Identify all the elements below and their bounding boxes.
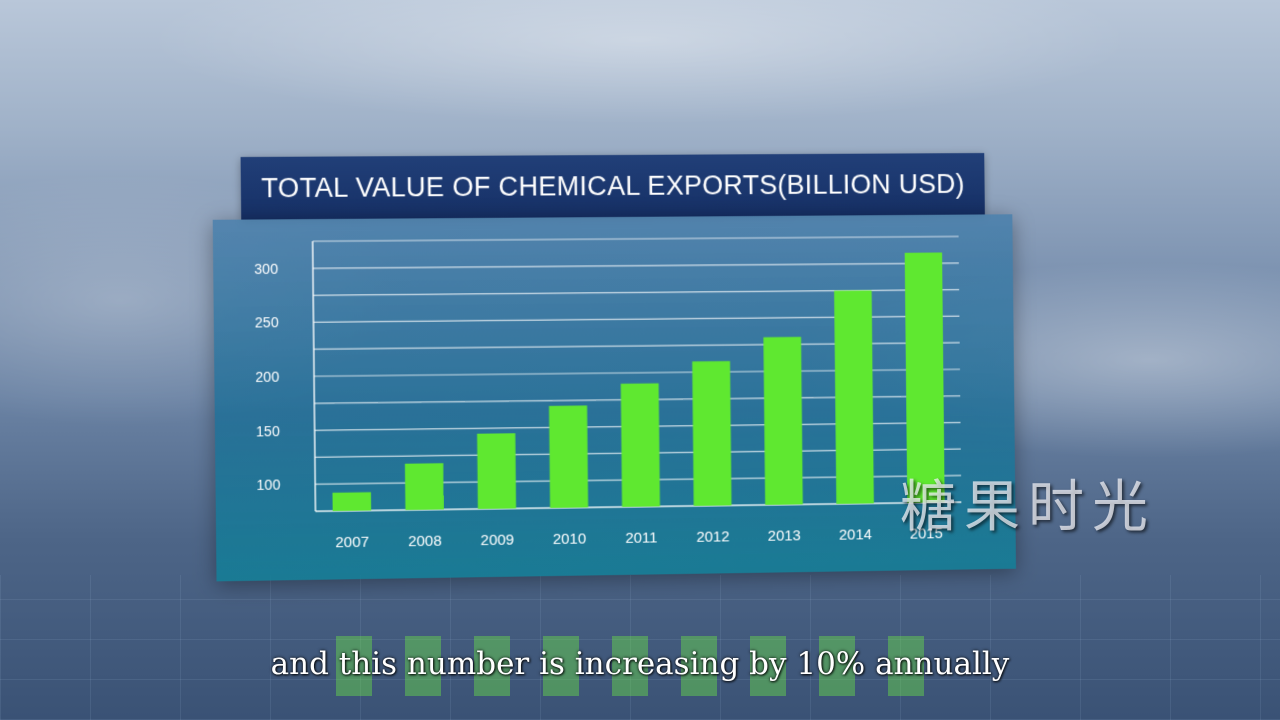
x-tick-label-2009: 2009 xyxy=(480,532,514,549)
gridline xyxy=(313,263,959,268)
x-tick-label-2010: 2010 xyxy=(553,531,587,548)
channel-watermark: 糖果时光 xyxy=(900,462,1156,543)
y-tick-label: 150 xyxy=(256,423,280,439)
x-tick-label-2014: 2014 xyxy=(839,526,872,543)
x-tick-label-2008: 2008 xyxy=(408,533,442,551)
bar-2010 xyxy=(549,406,588,508)
bar-2008 xyxy=(405,463,444,510)
chart-title: TOTAL VALUE OF CHEMICAL EXPORTS(BILLION … xyxy=(241,153,985,220)
bar-2012 xyxy=(692,361,731,506)
chart-reflection xyxy=(320,590,940,700)
y-tick-label: 100 xyxy=(257,477,281,493)
bar-2011 xyxy=(621,383,660,507)
subtitle-caption: and this number is increasing by 10% ann… xyxy=(0,646,1280,682)
y-tick-label: 250 xyxy=(255,315,279,331)
y-tick-label: 300 xyxy=(254,261,278,277)
chart-body: 100 150 200 250 300 2007 2008 2009 2010 2011 2012 2… xyxy=(213,214,1016,581)
gridline xyxy=(313,236,959,241)
x-tick-label-2011: 2011 xyxy=(625,529,657,546)
bar-2009 xyxy=(477,433,516,509)
bar-2007 xyxy=(332,492,371,511)
bar-2013 xyxy=(763,337,802,505)
bar-chart: 100 150 200 250 300 2007 2008 2009 2010 2011 2012 2… xyxy=(213,214,1016,581)
x-tick-label-2007: 2007 xyxy=(335,534,369,552)
chart-panel: TOTAL VALUE OF CHEMICAL EXPORTS(BILLION … xyxy=(212,143,1016,581)
x-tick-label-2013: 2013 xyxy=(768,527,801,544)
bar-2014 xyxy=(834,290,874,504)
y-tick-label: 200 xyxy=(255,369,279,385)
x-tick-label-2012: 2012 xyxy=(696,528,729,545)
